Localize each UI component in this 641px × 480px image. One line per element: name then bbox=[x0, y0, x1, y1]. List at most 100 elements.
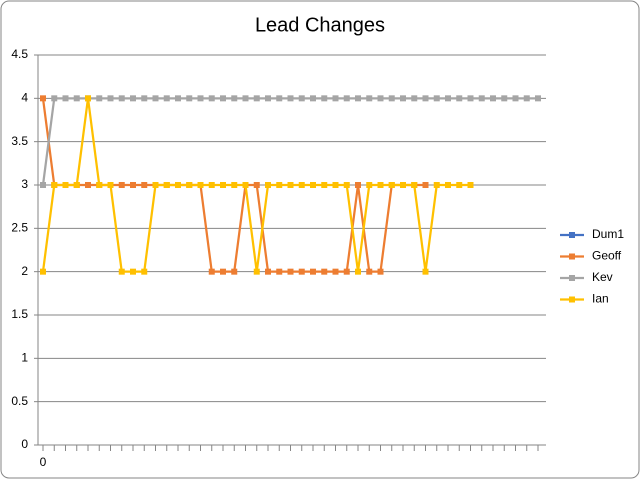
marker bbox=[62, 95, 69, 102]
marker bbox=[96, 95, 103, 102]
marker bbox=[456, 95, 463, 102]
legend-label: Kev bbox=[592, 270, 613, 284]
marker bbox=[130, 95, 136, 102]
marker bbox=[512, 95, 519, 102]
marker bbox=[422, 182, 429, 188]
y-tick-label: 3 bbox=[21, 177, 28, 191]
marker bbox=[287, 268, 294, 275]
marker bbox=[107, 182, 114, 188]
legend-label: Dum1 bbox=[592, 227, 624, 241]
marker bbox=[456, 182, 463, 188]
marker bbox=[265, 182, 271, 188]
marker bbox=[197, 182, 204, 188]
marker bbox=[388, 182, 395, 188]
marker bbox=[298, 95, 305, 102]
marker bbox=[298, 268, 305, 275]
legend-marker bbox=[569, 232, 575, 238]
legend-marker bbox=[569, 253, 575, 260]
marker bbox=[422, 95, 429, 102]
marker bbox=[62, 182, 69, 188]
marker bbox=[535, 95, 541, 102]
marker bbox=[220, 95, 226, 102]
marker bbox=[253, 268, 260, 275]
marker bbox=[253, 182, 260, 188]
marker bbox=[141, 182, 148, 188]
marker bbox=[118, 268, 125, 275]
marker bbox=[501, 95, 508, 102]
marker bbox=[265, 95, 271, 102]
marker bbox=[332, 182, 339, 188]
marker bbox=[40, 182, 46, 188]
marker bbox=[186, 182, 193, 188]
marker bbox=[310, 268, 316, 275]
marker bbox=[467, 182, 474, 188]
y-tick-label: 1 bbox=[21, 351, 28, 365]
marker bbox=[40, 268, 46, 275]
marker bbox=[467, 95, 474, 102]
marker bbox=[343, 182, 350, 188]
marker bbox=[141, 268, 148, 275]
marker bbox=[445, 182, 451, 188]
marker bbox=[197, 95, 204, 102]
marker bbox=[366, 268, 373, 275]
marker bbox=[332, 95, 339, 102]
marker bbox=[152, 95, 159, 102]
marker bbox=[321, 182, 328, 188]
marker bbox=[490, 95, 496, 102]
marker bbox=[388, 95, 395, 102]
marker bbox=[130, 268, 136, 275]
marker bbox=[422, 268, 429, 275]
marker bbox=[355, 268, 361, 275]
marker bbox=[276, 182, 283, 188]
marker bbox=[242, 95, 249, 102]
marker bbox=[163, 182, 170, 188]
marker bbox=[107, 95, 114, 102]
marker bbox=[400, 182, 406, 188]
legend-label: Geoff bbox=[592, 249, 622, 263]
marker bbox=[377, 182, 384, 188]
marker bbox=[276, 95, 283, 102]
marker bbox=[433, 95, 440, 102]
marker bbox=[175, 95, 181, 102]
marker bbox=[51, 95, 58, 102]
marker bbox=[523, 95, 530, 102]
y-tick-label: 0.5 bbox=[11, 394, 28, 408]
marker bbox=[287, 95, 294, 102]
chart-title: Lead Changes bbox=[255, 14, 385, 36]
legend-label: Ian bbox=[592, 292, 609, 306]
marker bbox=[220, 268, 226, 275]
marker bbox=[478, 95, 485, 102]
marker bbox=[321, 268, 328, 275]
y-tick-label: 0 bbox=[21, 437, 28, 451]
marker bbox=[343, 268, 350, 275]
marker bbox=[265, 268, 271, 275]
marker bbox=[152, 182, 159, 188]
y-tick-label: 2.5 bbox=[11, 221, 28, 235]
marker bbox=[96, 182, 103, 188]
marker bbox=[73, 182, 80, 188]
marker bbox=[400, 95, 406, 102]
marker bbox=[118, 95, 125, 102]
marker bbox=[130, 182, 136, 188]
marker bbox=[40, 95, 46, 102]
marker bbox=[310, 182, 316, 188]
marker bbox=[332, 268, 339, 275]
marker bbox=[73, 95, 80, 102]
marker bbox=[366, 182, 373, 188]
marker bbox=[298, 182, 305, 188]
marker bbox=[253, 95, 260, 102]
marker bbox=[355, 182, 361, 188]
y-tick-label: 3.5 bbox=[11, 134, 28, 148]
marker bbox=[141, 95, 148, 102]
marker bbox=[220, 182, 226, 188]
marker bbox=[186, 95, 193, 102]
marker bbox=[343, 95, 350, 102]
marker bbox=[433, 182, 440, 188]
marker bbox=[445, 95, 451, 102]
y-tick-label: 4 bbox=[21, 91, 28, 105]
marker bbox=[208, 268, 215, 275]
marker bbox=[377, 268, 384, 275]
marker bbox=[411, 182, 418, 188]
